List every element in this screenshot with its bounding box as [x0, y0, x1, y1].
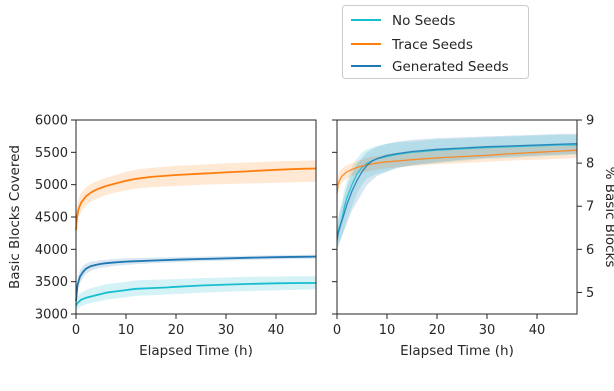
left-x-tick-label: 0 — [72, 323, 80, 338]
legend-label-trace-seeds: Trace Seeds — [391, 37, 473, 53]
left-band-no-seeds — [76, 276, 316, 311]
right-band-generated-seeds — [337, 133, 577, 252]
left-chart: 0 10 20 30 40 3000 3500 4000 4500 5000 5500 6000 E… — [7, 114, 317, 359]
legend-label-generated-seeds: Generated Seeds — [392, 59, 509, 75]
left-y-tick-label: 4000 — [35, 243, 68, 258]
right-line-generated-seeds — [336, 143, 578, 241]
right-x-axis-label: Elapsed Time (h) — [400, 343, 514, 359]
right-y-ticks: 5 6 7 8 9 — [332, 114, 594, 315]
right-band-trace-seeds — [337, 144, 577, 202]
left-x-tick-label: 10 — [118, 323, 135, 338]
left-band-trace-seeds — [76, 160, 316, 240]
right-x-tick-label: 20 — [429, 323, 446, 338]
right-confidence-bands — [337, 133, 577, 252]
right-y-tick-label: 7 — [586, 200, 594, 215]
legend-label-no-seeds: No Seeds — [392, 13, 455, 29]
left-x-ticks: 0 10 20 30 40 — [72, 314, 284, 338]
right-band-no-seeds — [337, 134, 577, 250]
right-y-axis-label: % Basic Blocks — [602, 167, 614, 268]
left-x-tick-label: 40 — [268, 323, 285, 338]
right-series-lines — [336, 143, 578, 241]
left-y-tick-label: 5500 — [35, 146, 68, 161]
right-line-trace-seeds — [336, 149, 578, 194]
right-y-tick-label: 5 — [586, 286, 594, 301]
right-x-ticks: 0 10 20 30 40 — [333, 314, 545, 338]
left-y-tick-label: 5000 — [35, 178, 68, 193]
right-y-tick-label: 6 — [586, 243, 594, 258]
left-x-tick-label: 20 — [168, 323, 185, 338]
left-line-trace-seeds — [75, 167, 317, 230]
right-chart: 0 10 20 30 40 5 6 7 8 9 Elapsed Time (h) % Basic… — [332, 114, 614, 359]
left-y-tick-label: 3500 — [35, 275, 68, 290]
left-y-axis-label: Basic Blocks Covered — [7, 145, 23, 289]
right-x-tick-label: 40 — [529, 323, 546, 338]
left-y-tick-label: 6000 — [35, 114, 68, 129]
left-y-ticks: 3000 3500 4000 4500 5000 5500 6000 — [35, 114, 76, 323]
left-series-lines — [75, 167, 317, 307]
legend-frame — [342, 5, 529, 79]
left-confidence-bands — [76, 160, 316, 311]
right-x-tick-label: 0 — [333, 323, 341, 338]
left-line-generated-seeds — [75, 255, 317, 302]
legend: No Seeds Trace Seeds Generated Seeds — [342, 5, 529, 79]
left-x-tick-label: 30 — [218, 323, 235, 338]
right-y-tick-label: 9 — [586, 114, 594, 129]
left-x-axis-label: Elapsed Time (h) — [139, 343, 253, 359]
right-x-tick-label: 30 — [479, 323, 496, 338]
left-line-no-seeds — [75, 282, 316, 307]
left-y-tick-label: 3000 — [35, 308, 68, 323]
left-y-tick-label: 4500 — [35, 211, 68, 226]
right-x-tick-label: 10 — [379, 323, 396, 338]
right-y-tick-label: 8 — [586, 157, 594, 172]
